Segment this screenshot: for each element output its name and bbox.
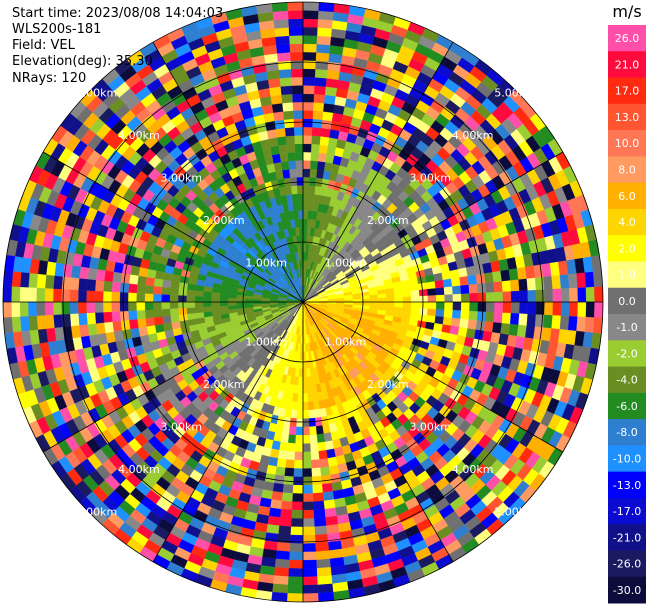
colorbar-tick-label: 4.0 — [618, 216, 636, 229]
colorbar-tick-label: 13.0 — [615, 111, 640, 124]
colorbar-tick-label: -30.0 — [613, 584, 641, 597]
colorbar-tick-label: -6.0 — [616, 400, 637, 413]
colorbar-tick-label: -10.0 — [613, 453, 641, 466]
colorbar-tick-label: -8.0 — [616, 426, 637, 439]
colorbar-tick-label: 10.0 — [615, 137, 640, 150]
colorbar-tick-label: -1.0 — [616, 321, 637, 334]
colorbar-tick-label: 2.0 — [618, 242, 636, 255]
colorbar-tick-label: 6.0 — [618, 190, 636, 203]
colorbar-tick-label: 21.0 — [615, 58, 640, 71]
velocity-sectors — [2, 1, 604, 603]
colorbar-tick-label: -4.0 — [616, 374, 637, 387]
colorbar-tick-label: -26.0 — [613, 558, 641, 571]
colorbar-tick-label: 17.0 — [615, 85, 640, 98]
colorbar-tick-label: 26.0 — [615, 32, 640, 45]
colorbar-tick-label: 1.0 — [618, 269, 636, 282]
colorbar-tick-label: 0.0 — [618, 295, 636, 308]
colorbar-tick-label: -17.0 — [613, 505, 641, 518]
colorbar-tick-label: -2.0 — [616, 347, 637, 360]
colorbar-tick-label: 8.0 — [618, 164, 636, 177]
colorbar-unit: m/s — [612, 2, 641, 21]
colorbar-tick-label: -13.0 — [613, 479, 641, 492]
colorbar-tick-label: -21.0 — [613, 531, 641, 544]
